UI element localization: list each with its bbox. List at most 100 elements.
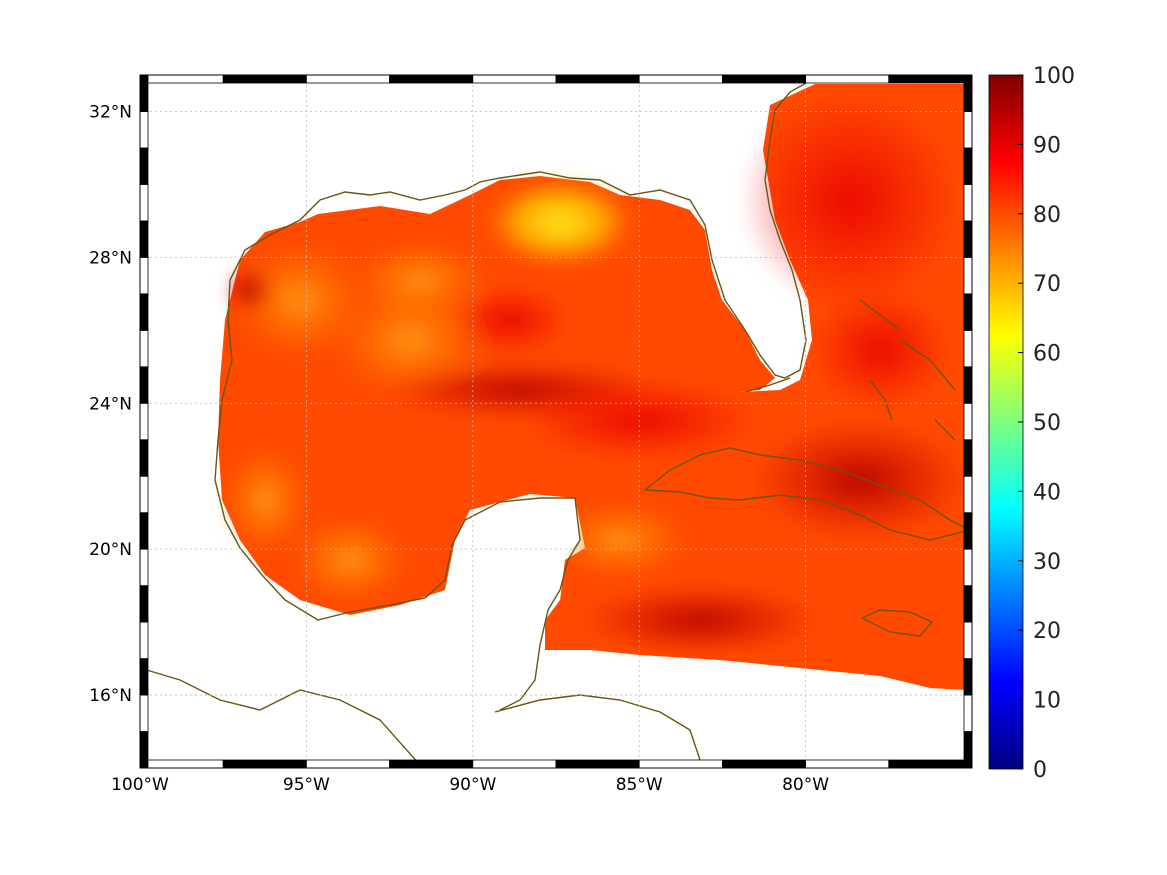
- central-america-coast: [139, 667, 421, 766]
- frame-band: [389, 759, 474, 769]
- lon-tick-label: 80°W: [782, 775, 829, 795]
- frame-band: [305, 759, 390, 769]
- frame-band: [472, 759, 557, 769]
- frame-band: [963, 439, 973, 477]
- colorbar-tick-label: 20: [1033, 619, 1061, 644]
- colorbar-tick-label: 70: [1033, 272, 1061, 297]
- frame-band: [222, 759, 307, 769]
- frame-band: [139, 621, 149, 659]
- colorbar: 0 10 20 30 40 50 60 70 80 90 100: [988, 64, 1075, 783]
- frame-band: [722, 759, 807, 769]
- frame-band: [139, 694, 149, 732]
- lat-tick-label: 24°N: [89, 394, 132, 414]
- frame-band: [139, 74, 224, 84]
- frame-band: [963, 694, 973, 732]
- frame-band: [963, 621, 973, 659]
- yucatan-land: [400, 498, 580, 760]
- frame-band: [963, 548, 973, 587]
- frame-band: [963, 74, 973, 112]
- frame-band: [638, 74, 723, 84]
- frame-band: [963, 184, 973, 222]
- longitude-labels: 100°W 95°W 90°W 85°W 80°W: [111, 775, 829, 795]
- frame-band: [805, 74, 890, 84]
- colorbar-ticks: 0 10 20 30 40 50 60 70 80 90 100: [1018, 64, 1075, 783]
- mexico-gulf-coast: [214, 279, 581, 711]
- frame-band: [139, 366, 149, 404]
- frame-band: [963, 512, 973, 550]
- colorbar-tick-label: 30: [1033, 550, 1061, 575]
- frame-band: [139, 256, 149, 295]
- frame-band: [963, 293, 973, 331]
- frame-band: [963, 658, 973, 696]
- frame-band: [139, 147, 149, 185]
- frame-border: [139, 74, 973, 769]
- lon-tick-label: 100°W: [111, 775, 169, 795]
- frame-band: [139, 731, 149, 769]
- lon-tick-label: 90°W: [449, 775, 496, 795]
- frame-band: [555, 74, 640, 84]
- frame-band: [963, 402, 973, 441]
- lat-tick-label: 20°N: [89, 540, 132, 560]
- jamaica-outline: [860, 609, 934, 637]
- frame-band: [139, 548, 149, 587]
- lat-tick-label: 16°N: [89, 686, 132, 706]
- map-frame: [139, 74, 973, 769]
- frame-band: [472, 74, 557, 84]
- frame-band: [963, 111, 973, 149]
- frame-band: [139, 329, 149, 368]
- frame-band: [139, 585, 149, 623]
- bahamas-islands: [859, 299, 956, 441]
- cuba-outline: [643, 447, 973, 541]
- frame-band: [963, 731, 973, 769]
- frame-band: [963, 585, 973, 623]
- coastlines: [139, 77, 973, 766]
- colorbar-tick-label: 50: [1033, 411, 1061, 436]
- lon-tick-label: 85°W: [616, 775, 663, 795]
- frame-band: [139, 658, 149, 696]
- frame-band: [139, 475, 149, 514]
- lat-tick-label: 32°N: [89, 102, 132, 122]
- grid-lines: [139, 75, 972, 768]
- frame-band: [963, 366, 973, 404]
- colorbar-tick-label: 60: [1033, 342, 1061, 367]
- frame-band: [139, 220, 149, 258]
- frame-band: [139, 512, 149, 550]
- frame-band: [963, 475, 973, 514]
- colorbar-tick-label: 0: [1033, 758, 1047, 783]
- colorbar-tick-label: 10: [1033, 689, 1061, 714]
- data-field: [218, 84, 970, 690]
- frame-band: [139, 759, 224, 769]
- latitude-labels: 16°N 20°N 24°N 28°N 32°N: [89, 102, 132, 706]
- frame-band: [305, 74, 390, 84]
- frame-band: [222, 74, 307, 84]
- florida-keys: [744, 377, 791, 393]
- frame-band: [139, 184, 149, 222]
- frame-band: [963, 220, 973, 258]
- frame-band: [139, 402, 149, 441]
- frame-band: [805, 759, 890, 769]
- frame-band: [722, 74, 807, 84]
- frame-band: [888, 74, 973, 84]
- honduras-coast: [494, 694, 701, 761]
- land-mask: [400, 498, 580, 760]
- lat-tick-label: 28°N: [89, 248, 132, 268]
- frame-band: [888, 759, 973, 769]
- frame-band: [139, 293, 149, 331]
- colorbar-tick-label: 80: [1033, 203, 1061, 228]
- frame-band: [555, 759, 640, 769]
- colorbar-tick-label: 40: [1033, 480, 1061, 505]
- frame-band: [389, 74, 474, 84]
- lon-tick-label: 95°W: [283, 775, 330, 795]
- frame-band: [963, 256, 973, 295]
- us-gulf-coast: [229, 77, 816, 379]
- frame-band: [139, 111, 149, 149]
- frame-band: [963, 147, 973, 185]
- colorbar-gradient: [988, 74, 1024, 770]
- frame-band: [638, 759, 723, 769]
- frame-band: [963, 329, 973, 368]
- colorbar-tick-label: 100: [1033, 64, 1075, 89]
- frame-band: [139, 74, 149, 112]
- frame-band: [139, 439, 149, 477]
- colorbar-tick-label: 90: [1033, 133, 1061, 158]
